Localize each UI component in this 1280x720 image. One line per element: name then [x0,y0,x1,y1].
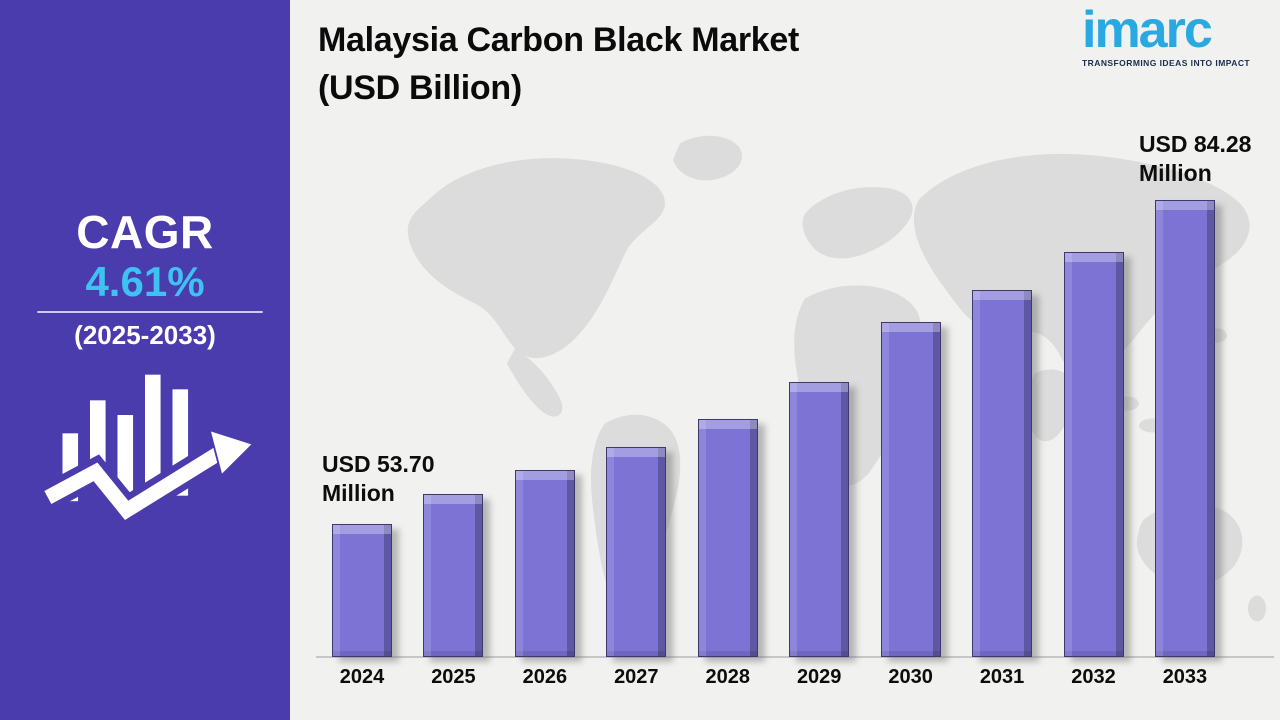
bar-column-2028: 2028 [697,137,758,688]
bar-column-2027: 2027 [606,137,667,688]
bar-2025 [423,494,484,657]
cagr-value: 4.61% [85,258,205,305]
x-tick-2029: 2029 [796,666,842,688]
x-tick-2031: 2031 [979,666,1025,688]
cagr-period: (2025-2033) [74,320,216,350]
bar-2027 [606,447,667,657]
growth-chart-icon [35,360,255,550]
x-tick-2028: 2028 [705,666,751,688]
x-tick-2026: 2026 [522,666,568,688]
data-label-first: USD 53.70 Million [322,451,435,506]
bar-chart: 2024 USD 53.70 Million 2025 2026 2027 2028 202… [322,131,1252,688]
bar-2026 [514,470,575,657]
bar-column-2025: 2025 [423,137,484,688]
bar-2024 [332,524,392,657]
x-tick-2032: 2032 [1071,666,1116,688]
sidebar: CAGR 4.61% (2025-2033) [0,0,290,720]
bar-column-2033: 2033 USD 84.28 Million [1139,131,1252,688]
x-tick-2027: 2027 [614,666,659,688]
x-axis-line [316,656,1274,658]
x-tick-2024: 2024 [339,666,385,688]
cagr-label: CAGR [76,206,214,258]
imarc-logo-wordmark: imarc [1082,1,1213,59]
bar-2029 [789,382,850,657]
bar-column-2026: 2026 [514,137,575,688]
page-title: Malaysia Carbon Black Market (USD Billio… [318,21,800,107]
data-label-last: USD 84.28 Million [1138,131,1252,186]
bar-2031 [972,290,1033,657]
bar-2028 [697,419,758,657]
bar-2033 [1154,200,1215,657]
bar-2030 [880,322,941,657]
divider-line [37,311,263,313]
bar-column-2024: 2024 USD 53.70 Million [322,137,435,688]
imarc-logo: imarc TRANSFORMING IDEAS INTO IMPACT [1082,1,1268,69]
bar-column-2031: 2031 [972,137,1033,688]
x-tick-2030: 2030 [888,666,933,688]
imarc-logo-tagline: TRANSFORMING IDEAS INTO IMPACT [1082,58,1251,69]
bar-column-2030: 2030 [880,137,941,688]
bar-column-2032: 2032 [1063,137,1124,688]
bar-2032 [1063,252,1124,657]
x-tick-2033: 2033 [1162,666,1208,688]
x-tick-2025: 2025 [431,666,476,688]
bar-column-2029: 2029 [789,137,850,688]
